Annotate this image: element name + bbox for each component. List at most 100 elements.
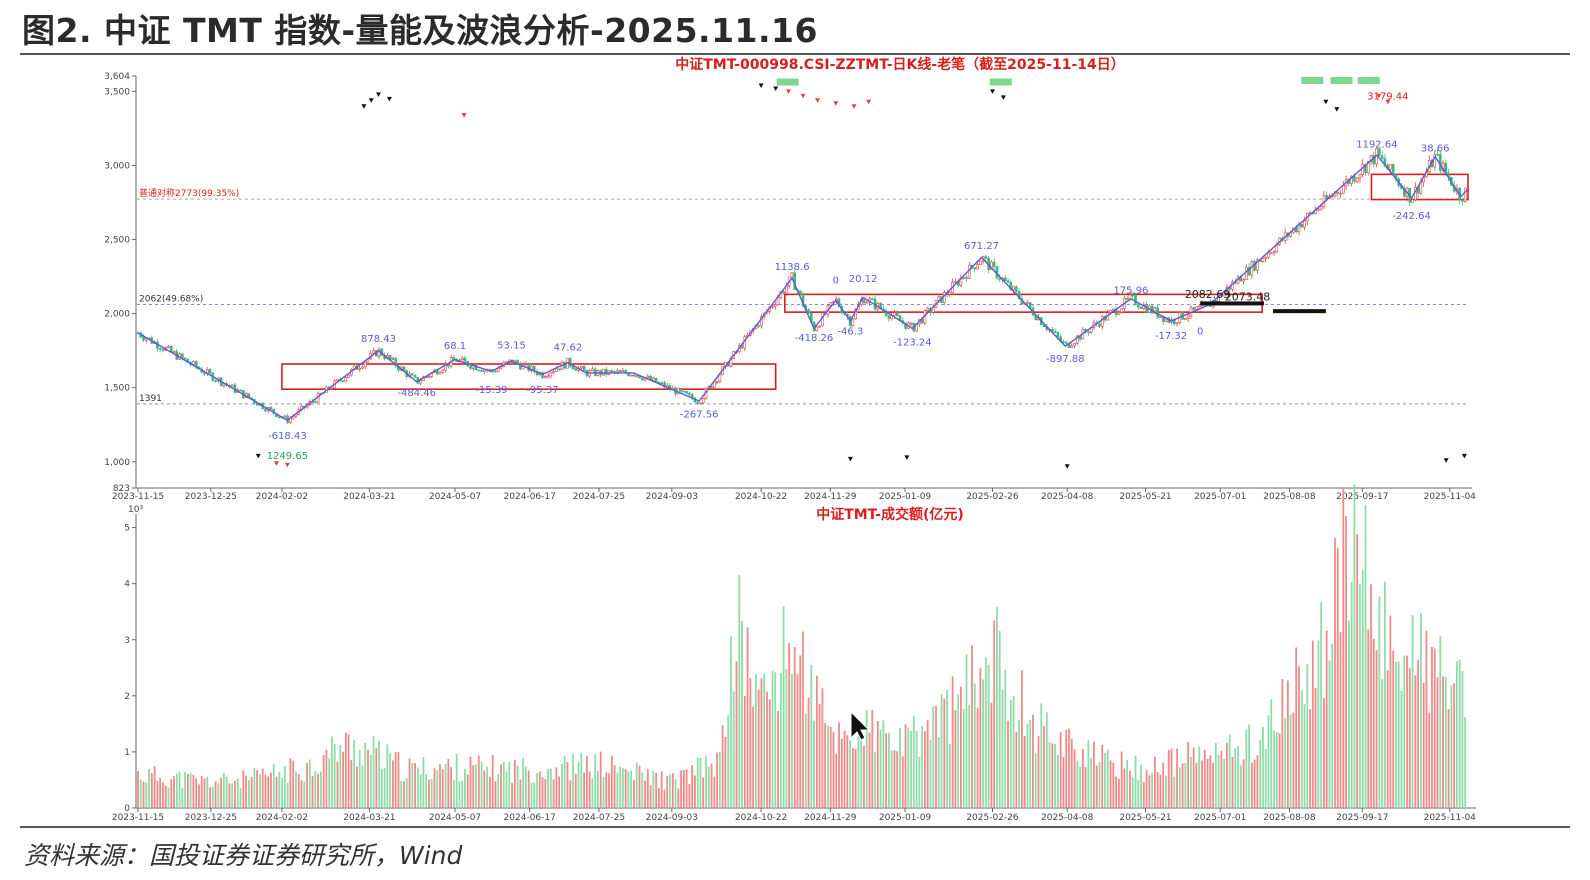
volume-bar <box>1234 747 1237 808</box>
volume-bar <box>807 697 810 808</box>
candle-body <box>546 375 550 378</box>
candle-body <box>239 389 242 392</box>
candle-body <box>1139 306 1143 309</box>
figure-source: 资料来源：国投证券证券研究所，Wind <box>24 841 463 870</box>
volume-bar <box>1264 748 1267 808</box>
volume-bar <box>1311 640 1314 808</box>
candle-body <box>1112 308 1115 311</box>
volume-bar <box>358 749 361 808</box>
volume-bar <box>1129 770 1131 808</box>
volume-bar <box>935 705 937 808</box>
candle-body <box>1319 206 1323 210</box>
volume-bar <box>159 778 162 808</box>
volume-bar <box>217 783 220 808</box>
volume-bar <box>1431 647 1433 808</box>
signal-marker-16 <box>1334 107 1340 112</box>
candle-body <box>1100 316 1104 327</box>
candle-body <box>214 380 217 382</box>
volume-bar <box>594 754 597 808</box>
signal-marker-12 <box>866 99 872 105</box>
candle-body <box>718 374 722 382</box>
candle-body <box>172 351 176 353</box>
volume-bar <box>1458 659 1461 808</box>
volume-bar <box>957 694 960 808</box>
volume-bar <box>1320 602 1323 808</box>
volume-bar <box>203 778 206 808</box>
volume-x-tick-label-3: 2024-03-21 <box>343 813 395 823</box>
signal-marker-7 <box>785 89 791 94</box>
annotation-26: 3179.44 <box>1367 92 1408 103</box>
volume-bar <box>242 770 245 808</box>
candle-body <box>660 382 663 384</box>
candle-body <box>1411 199 1414 203</box>
candle-body <box>477 369 481 372</box>
volume-bar <box>1109 760 1112 808</box>
volume-bar <box>674 778 677 808</box>
volume-bar <box>879 729 882 808</box>
annotation-4: 68.1 <box>444 341 466 352</box>
candle-body <box>909 322 913 325</box>
volume-bar <box>494 781 497 808</box>
candle-body <box>1098 323 1101 327</box>
annotation-7: -95.37 <box>526 385 558 396</box>
volume-bar <box>228 783 231 808</box>
volume-bar <box>1403 655 1406 808</box>
volume-bar <box>1206 758 1209 808</box>
volume-bar <box>1131 777 1134 808</box>
volume-bar <box>428 779 430 808</box>
candle-body <box>701 398 705 404</box>
volume-bar <box>220 777 223 808</box>
candle-body <box>419 380 422 384</box>
volume-bar <box>1361 570 1364 808</box>
price-reference-lines: 2062(49.68%) 1391 普通对称2773(99.35%) <box>137 187 1468 405</box>
signal-marker-17 <box>1376 93 1382 99</box>
candle-body <box>1353 175 1356 182</box>
volume-bar <box>162 782 164 808</box>
volume-bar <box>1414 675 1417 808</box>
signal-marker-13 <box>989 89 995 94</box>
volume-bar <box>339 744 342 808</box>
annotation-18: 175.96 <box>1113 286 1148 297</box>
price-axes <box>135 76 1472 489</box>
volume-bar <box>1262 727 1264 808</box>
volume-bar <box>1101 744 1104 808</box>
volume-bar <box>400 780 403 808</box>
candle-body <box>865 301 869 304</box>
annotation-17: -897.88 <box>1046 354 1085 365</box>
volume-bar <box>732 691 735 808</box>
volume-bar <box>392 760 394 808</box>
signal-marker-21 <box>284 462 290 468</box>
volume-bar <box>236 778 239 808</box>
candle-body <box>483 369 486 372</box>
volume-bar <box>730 636 732 808</box>
volume-bar <box>353 739 356 808</box>
volume-bar <box>940 694 943 808</box>
volume-bar <box>1461 670 1464 808</box>
volume-bar <box>827 725 829 808</box>
volume-bar <box>1142 782 1145 808</box>
price-x-tick-label-13: 2025-05-21 <box>1119 492 1171 502</box>
volume-bar <box>815 675 818 808</box>
price-x-tick-label-4: 2024-05-07 <box>429 492 481 502</box>
volume-bar <box>1192 747 1195 808</box>
annotation-3: -484.46 <box>397 388 436 399</box>
reference-line-label-2: 普通对称2773(99.35%) <box>139 187 239 199</box>
volume-bar <box>452 779 455 808</box>
annotation-11: -418.26 <box>795 333 834 344</box>
candle-body <box>1184 318 1187 320</box>
volume-bar <box>469 756 472 808</box>
volume-bar <box>1323 698 1325 808</box>
price-x-tick-label-7: 2024-09-03 <box>646 492 698 502</box>
volume-bar <box>1037 736 1040 808</box>
volume-bar <box>1375 650 1378 808</box>
volume-bar <box>1007 720 1009 808</box>
volume-bar <box>1436 677 1439 808</box>
candle-body <box>1247 267 1251 276</box>
volume-bar <box>278 771 281 808</box>
candle-body <box>544 376 547 379</box>
volume-multiplier: 10³ <box>128 505 143 515</box>
volume-y-tick-label-5: 0 <box>124 804 130 814</box>
candle-body <box>1463 187 1467 202</box>
volume-bar <box>1237 745 1239 808</box>
candle-body <box>984 256 988 259</box>
